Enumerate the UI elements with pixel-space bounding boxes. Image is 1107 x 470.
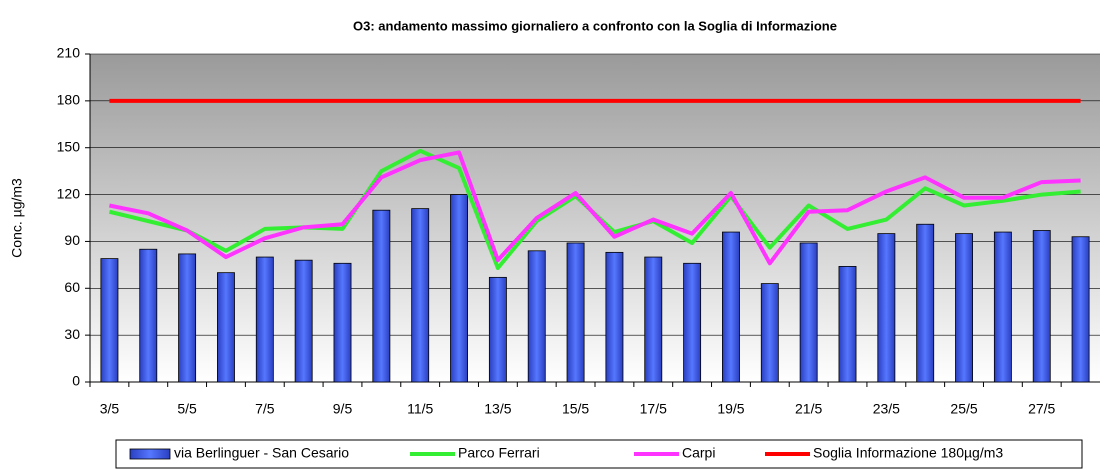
bar <box>799 242 818 383</box>
legend-label: Parco Ferrari <box>458 445 540 461</box>
legend-label: Carpi <box>682 445 715 461</box>
x-tick-label: 3/5 <box>100 401 120 417</box>
y-tick-label: 0 <box>72 373 80 389</box>
y-tick-label: 180 <box>57 92 81 108</box>
bar <box>1032 230 1051 383</box>
y-tick-label: 120 <box>57 185 81 201</box>
bar <box>411 208 430 383</box>
bar <box>877 233 896 383</box>
bar <box>372 209 391 383</box>
bar <box>255 256 274 383</box>
bar <box>916 223 935 383</box>
bar <box>527 250 546 383</box>
bar <box>760 283 779 383</box>
y-axis-label: Conc. µg/m3 <box>9 178 25 258</box>
x-tick-label: 9/5 <box>333 401 353 417</box>
x-tick-label: 19/5 <box>717 401 744 417</box>
x-tick-label: 25/5 <box>950 401 977 417</box>
x-tick-label: 15/5 <box>562 401 589 417</box>
y-tick-label: 60 <box>64 279 80 295</box>
legend-label: via Berlinguer - San Cesario <box>174 445 349 461</box>
bar <box>450 194 468 383</box>
bar <box>993 231 1012 383</box>
bar <box>722 231 740 383</box>
bar <box>178 253 197 383</box>
bar <box>1071 236 1090 383</box>
x-tick-label: 5/5 <box>177 401 197 417</box>
plot-area <box>90 54 1100 382</box>
y-tick-label: 150 <box>57 138 81 154</box>
y-tick-label: 90 <box>64 232 80 248</box>
x-tick-label: 17/5 <box>640 401 667 417</box>
bar <box>605 251 624 383</box>
x-tick-label: 11/5 <box>407 401 433 417</box>
legend-label: Soglia Informazione 180µg/m3 <box>813 445 1003 461</box>
x-tick-label: 21/5 <box>795 401 822 417</box>
bar <box>955 233 973 383</box>
x-tick-label: 7/5 <box>255 401 275 417</box>
legend <box>115 439 1083 469</box>
line <box>109 150 1081 266</box>
bar <box>838 266 857 383</box>
y-tick-label: 210 <box>57 45 81 61</box>
bar <box>100 258 119 383</box>
bar <box>333 262 352 383</box>
x-tick-label: 13/5 <box>484 401 511 417</box>
bar <box>644 256 663 383</box>
bar <box>217 272 235 383</box>
bar <box>488 276 507 383</box>
bar <box>294 259 313 383</box>
bar <box>683 262 702 383</box>
x-tick-label: 23/5 <box>873 401 900 417</box>
y-tick-label: 30 <box>64 326 80 342</box>
chart-title: O3: andamento massimo giornaliero a conf… <box>353 18 837 33</box>
x-tick-label: 27/5 <box>1028 401 1055 417</box>
legend-swatch <box>129 448 171 460</box>
bar <box>566 242 585 383</box>
bar <box>139 248 158 383</box>
